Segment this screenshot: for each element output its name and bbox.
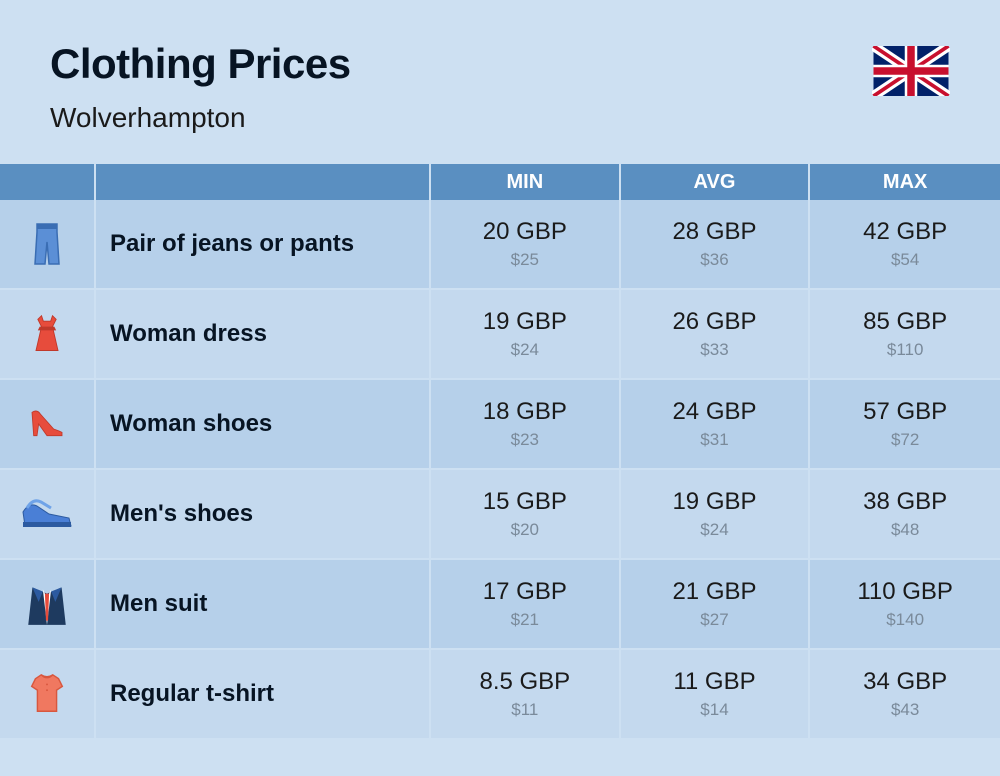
cell-name: Men's shoes <box>96 470 431 558</box>
price-gbp: 34 GBP <box>863 668 947 696</box>
header: Clothing Prices Wolverhampton <box>0 0 1000 164</box>
price-usd: $54 <box>891 250 919 270</box>
cell-max: 85 GBP $110 <box>810 290 1000 378</box>
price-usd: $23 <box>511 430 539 450</box>
cell-max: 57 GBP $72 <box>810 380 1000 468</box>
dress-icon <box>19 306 75 362</box>
price-gbp: 85 GBP <box>863 308 947 336</box>
th-name <box>96 164 431 200</box>
uk-flag-icon <box>872 46 950 96</box>
price-table: MIN AVG MAX Pair of jeans or pants20 GBP… <box>0 164 1000 740</box>
cell-avg: 26 GBP $33 <box>621 290 811 378</box>
table-row: Men suit 17 GBP $21 21 GBP $27 110 GBP $140 <box>0 560 1000 650</box>
page-title: Clothing Prices <box>50 40 351 88</box>
price-usd: $20 <box>511 520 539 540</box>
cell-max: 38 GBP $48 <box>810 470 1000 558</box>
cell-icon <box>0 650 96 738</box>
cell-avg: 21 GBP $27 <box>621 560 811 648</box>
price-gbp: 11 GBP <box>673 668 755 696</box>
cell-icon <box>0 290 96 378</box>
cell-name: Men suit <box>96 560 431 648</box>
cell-avg: 28 GBP $36 <box>621 200 811 288</box>
th-max: MAX <box>810 164 1000 200</box>
price-usd: $11 <box>511 700 538 720</box>
cell-avg: 11 GBP $14 <box>621 650 811 738</box>
price-gbp: 17 GBP <box>483 578 567 606</box>
price-gbp: 57 GBP <box>863 398 947 426</box>
table-row: Men's shoes 15 GBP $20 19 GBP $24 38 GBP $48 <box>0 470 1000 560</box>
price-usd: $21 <box>511 610 539 630</box>
cell-name: Regular t-shirt <box>96 650 431 738</box>
price-usd: $31 <box>700 430 728 450</box>
price-gbp: 21 GBP <box>672 578 756 606</box>
cell-icon <box>0 200 96 288</box>
price-usd: $25 <box>511 250 539 270</box>
price-usd: $43 <box>891 700 919 720</box>
title-block: Clothing Prices Wolverhampton <box>50 40 351 134</box>
price-usd: $14 <box>700 700 728 720</box>
price-usd: $48 <box>891 520 919 540</box>
price-gbp: 26 GBP <box>672 308 756 336</box>
cell-min: 8.5 GBP $11 <box>431 650 621 738</box>
price-gbp: 110 GBP <box>857 578 953 606</box>
table-row: Regular t-shirt 8.5 GBP $11 11 GBP $14 34 GBP… <box>0 650 1000 740</box>
suit-icon <box>19 576 75 632</box>
price-usd: $140 <box>886 610 924 630</box>
price-usd: $110 <box>887 340 924 360</box>
sneaker-icon <box>19 486 75 542</box>
cell-icon <box>0 470 96 558</box>
cell-max: 110 GBP $140 <box>810 560 1000 648</box>
cell-icon <box>0 380 96 468</box>
table-row: Pair of jeans or pants 20 GBP $25 28 GBP $36… <box>0 200 1000 290</box>
cell-min: 17 GBP $21 <box>431 560 621 648</box>
cell-min: 20 GBP $25 <box>431 200 621 288</box>
price-gbp: 20 GBP <box>483 218 567 246</box>
price-gbp: 15 GBP <box>483 488 567 516</box>
price-gbp: 18 GBP <box>483 398 567 426</box>
price-usd: $33 <box>700 340 728 360</box>
cell-name: Woman dress <box>96 290 431 378</box>
price-gbp: 8.5 GBP <box>479 668 570 696</box>
page-subtitle: Wolverhampton <box>50 102 351 134</box>
price-usd: $36 <box>700 250 728 270</box>
cell-min: 19 GBP $24 <box>431 290 621 378</box>
heel-icon <box>19 396 75 452</box>
price-gbp: 38 GBP <box>863 488 947 516</box>
price-gbp: 19 GBP <box>483 308 567 336</box>
cell-icon <box>0 560 96 648</box>
price-usd: $24 <box>511 340 539 360</box>
cell-avg: 19 GBP $24 <box>621 470 811 558</box>
cell-max: 42 GBP $54 <box>810 200 1000 288</box>
tshirt-icon <box>19 666 75 722</box>
table-body: Pair of jeans or pants 20 GBP $25 28 GBP $36… <box>0 200 1000 740</box>
price-usd: $72 <box>891 430 919 450</box>
jeans-icon <box>19 216 75 272</box>
price-gbp: 19 GBP <box>672 488 756 516</box>
cell-name: Pair of jeans or pants <box>96 200 431 288</box>
cell-avg: 24 GBP $31 <box>621 380 811 468</box>
price-gbp: 24 GBP <box>672 398 756 426</box>
table-header: MIN AVG MAX <box>0 164 1000 200</box>
cell-min: 15 GBP $20 <box>431 470 621 558</box>
price-gbp: 42 GBP <box>863 218 947 246</box>
table-row: Woman dress 19 GBP $24 26 GBP $33 85 GBP $110 <box>0 290 1000 380</box>
price-usd: $24 <box>700 520 728 540</box>
price-gbp: 28 GBP <box>672 218 756 246</box>
cell-max: 34 GBP $43 <box>810 650 1000 738</box>
price-usd: $27 <box>700 610 728 630</box>
th-avg: AVG <box>621 164 811 200</box>
table-row: Woman shoes 18 GBP $23 24 GBP $31 57 GBP $72 <box>0 380 1000 470</box>
cell-name: Woman shoes <box>96 380 431 468</box>
th-icon <box>0 164 96 200</box>
cell-min: 18 GBP $23 <box>431 380 621 468</box>
th-min: MIN <box>431 164 621 200</box>
